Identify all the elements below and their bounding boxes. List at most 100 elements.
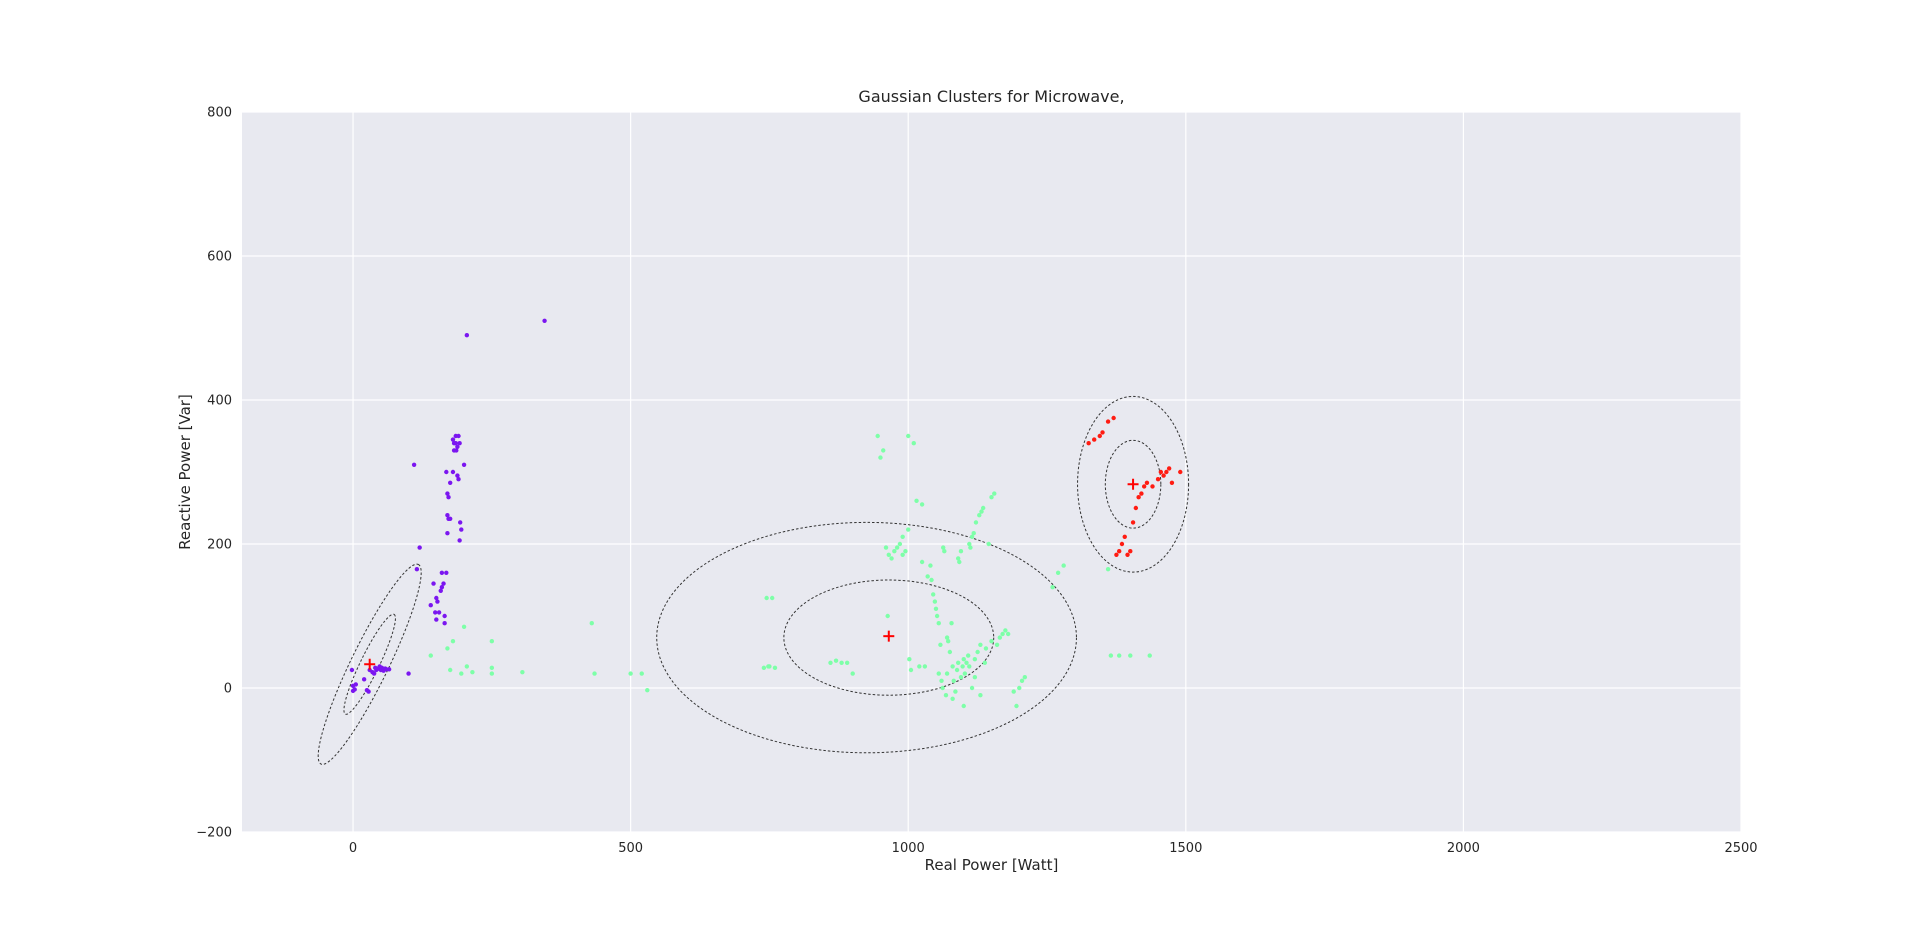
scatter-point <box>1105 567 1111 572</box>
scatter-point <box>1128 653 1133 658</box>
scatter-point <box>464 664 470 669</box>
scatter-point <box>933 606 939 611</box>
scatter-point <box>435 599 440 604</box>
scatter-point <box>1122 534 1127 539</box>
scatter-point <box>1130 520 1136 525</box>
scatter-point <box>1161 473 1166 478</box>
scatter-point <box>1108 653 1114 658</box>
scatter-point <box>459 527 464 532</box>
scatter-point <box>986 541 991 547</box>
scatter-point <box>764 595 769 601</box>
scatter-point <box>971 531 976 536</box>
scatter-point <box>943 693 949 698</box>
scatter-point <box>919 502 925 507</box>
scatter-point <box>1125 552 1130 557</box>
scatter-point <box>386 667 392 672</box>
scatter-point <box>942 549 947 554</box>
cluster-ellipse <box>343 613 396 715</box>
scatter-point <box>1141 484 1147 489</box>
scatter-point <box>925 574 930 579</box>
scatter-point <box>958 549 964 554</box>
grid-lines <box>242 111 1742 833</box>
scatter-point <box>589 621 594 626</box>
scatter-point <box>844 660 850 665</box>
cluster-ellipse <box>1077 395 1190 573</box>
scatter-point <box>964 660 969 665</box>
scatter-point <box>441 581 446 586</box>
scatter-point <box>1164 469 1169 475</box>
scatter-point <box>936 671 941 676</box>
scatter-point <box>900 552 905 557</box>
scatter-point <box>982 660 988 665</box>
plot-area <box>242 112 1741 832</box>
scatter-point <box>850 671 855 676</box>
scatter-point <box>992 491 997 496</box>
scatter-point <box>908 667 914 673</box>
scatter-point <box>894 545 900 550</box>
scatter-point <box>897 541 903 547</box>
scatter-point <box>461 462 467 467</box>
scatter-point <box>945 639 951 644</box>
scatter-point <box>968 545 973 550</box>
scatter-point <box>445 491 450 496</box>
scatter-point <box>1144 480 1150 485</box>
scatter-point <box>1097 433 1102 439</box>
scatter-point <box>911 441 916 446</box>
scatter-point <box>950 664 955 669</box>
scatter-point <box>489 665 495 671</box>
scatter-point <box>973 520 979 525</box>
data-points <box>349 318 1183 709</box>
scatter-point <box>428 603 433 608</box>
scatter-point <box>940 685 945 691</box>
scatter-point <box>455 473 460 478</box>
scatter-point <box>349 667 355 673</box>
scatter-point <box>489 671 495 676</box>
y-axis-ticks: −200 0 200 400 600 800 <box>196 106 232 841</box>
x-tick-label: 2000 <box>1447 841 1480 856</box>
scatter-point <box>978 693 983 698</box>
scatter-point <box>1133 505 1139 511</box>
scatter-point <box>967 664 972 669</box>
scatter-point <box>1086 441 1091 446</box>
scatter-point <box>961 657 966 662</box>
scatter-point <box>994 642 1000 647</box>
scatter-point <box>417 545 422 550</box>
scatter-point <box>989 639 994 644</box>
scatter-point <box>947 649 953 655</box>
y-tick-label: 400 <box>207 394 232 409</box>
scatter-point <box>828 660 833 665</box>
cluster-center-marker <box>883 630 895 642</box>
chart-title: Gaussian Clusters for Microwave, <box>858 87 1124 106</box>
scatter-point <box>1119 541 1125 547</box>
scatter-point <box>1017 685 1022 691</box>
scatter-point <box>919 559 925 565</box>
scatter-point <box>1111 415 1116 421</box>
scatter-point <box>972 657 978 662</box>
scatter-point <box>439 570 445 575</box>
y-tick-label: 200 <box>207 538 232 553</box>
scatter-point <box>442 621 447 626</box>
scatter-point <box>929 577 934 583</box>
scatter-point <box>903 549 908 554</box>
scatter-point <box>960 664 965 669</box>
scatter-point <box>772 665 778 671</box>
scatter-point <box>436 610 442 615</box>
scatter-point <box>592 671 597 676</box>
scatter-point <box>414 567 420 572</box>
cluster-ellipse <box>656 521 1077 754</box>
scatter-point <box>1178 469 1183 475</box>
scatter-point <box>1019 678 1025 683</box>
scatter-point <box>456 477 461 482</box>
plot-content <box>317 318 1190 765</box>
scatter-point <box>833 658 839 663</box>
scatter-point <box>406 671 411 676</box>
cluster-ellipses <box>317 395 1190 765</box>
scatter-point <box>447 480 453 485</box>
scatter-point <box>450 437 456 442</box>
y-tick-label: 800 <box>207 106 232 121</box>
scatter-point <box>520 669 525 675</box>
scatter-point <box>438 588 443 593</box>
scatter-point <box>1011 689 1016 694</box>
scatter-point <box>439 585 445 590</box>
scatter-point <box>886 552 891 557</box>
